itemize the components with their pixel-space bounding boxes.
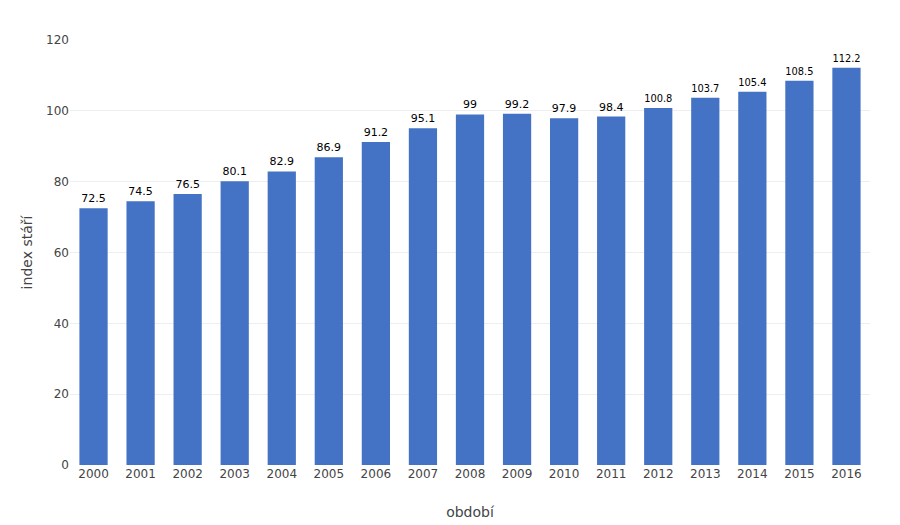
- svg-text:97.9: 97.9: [552, 102, 577, 115]
- svg-text:index stáří: index stáří: [19, 215, 35, 290]
- svg-text:2007: 2007: [408, 467, 439, 481]
- svg-text:2015: 2015: [784, 467, 815, 481]
- svg-text:112.2: 112.2: [832, 53, 860, 64]
- svg-text:98.4: 98.4: [599, 101, 624, 114]
- svg-text:100: 100: [46, 104, 69, 118]
- svg-text:0: 0: [61, 458, 69, 472]
- svg-text:2002: 2002: [172, 467, 203, 481]
- svg-text:100.8: 100.8: [644, 93, 672, 104]
- svg-text:74.5: 74.5: [128, 185, 153, 198]
- svg-text:2000: 2000: [78, 467, 109, 481]
- svg-text:80.1: 80.1: [222, 165, 247, 178]
- svg-text:86.9: 86.9: [317, 141, 342, 154]
- svg-text:2009: 2009: [502, 467, 533, 481]
- svg-text:40: 40: [54, 317, 69, 331]
- svg-text:2013: 2013: [690, 467, 721, 481]
- svg-text:2008: 2008: [455, 467, 486, 481]
- svg-text:95.1: 95.1: [411, 112, 436, 125]
- svg-text:období: období: [446, 504, 495, 520]
- svg-text:60: 60: [54, 246, 69, 260]
- svg-text:2012: 2012: [643, 467, 674, 481]
- svg-text:82.9: 82.9: [270, 155, 295, 168]
- svg-text:2011: 2011: [596, 467, 627, 481]
- svg-text:72.5: 72.5: [81, 192, 106, 205]
- svg-text:20: 20: [54, 387, 69, 401]
- svg-text:2006: 2006: [361, 467, 392, 481]
- svg-text:76.5: 76.5: [175, 178, 200, 191]
- svg-text:105.4: 105.4: [738, 77, 766, 88]
- svg-text:2014: 2014: [737, 467, 768, 481]
- svg-text:99: 99: [463, 98, 477, 111]
- svg-text:99.2: 99.2: [505, 98, 530, 111]
- svg-text:2005: 2005: [314, 467, 345, 481]
- svg-text:91.2: 91.2: [364, 126, 389, 139]
- svg-text:103.7: 103.7: [691, 83, 719, 94]
- svg-text:2004: 2004: [266, 467, 297, 481]
- svg-text:2001: 2001: [125, 467, 156, 481]
- svg-text:80: 80: [54, 175, 69, 189]
- svg-text:108.5: 108.5: [785, 66, 813, 77]
- svg-text:2016: 2016: [831, 467, 862, 481]
- svg-text:120: 120: [46, 33, 69, 47]
- svg-text:2010: 2010: [549, 467, 580, 481]
- svg-text:2003: 2003: [219, 467, 250, 481]
